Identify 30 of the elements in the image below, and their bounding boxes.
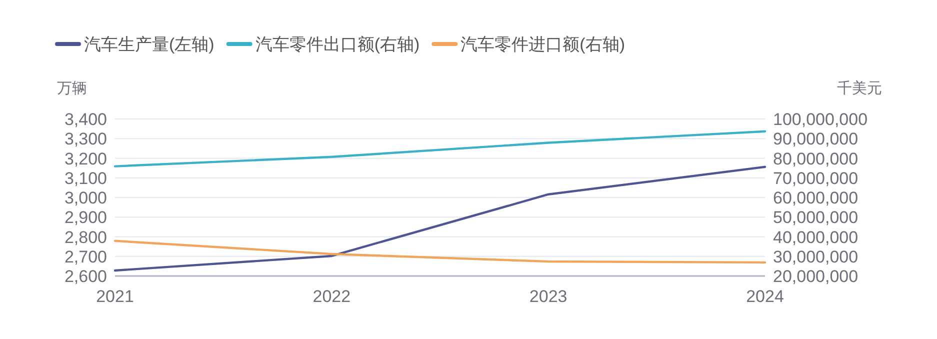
y-tick-label: 2,900	[64, 208, 107, 228]
y-tick-label: 3,100	[64, 168, 107, 188]
y2-tick-label: 70,000,000	[773, 168, 858, 188]
y2-tick-label: 30,000,000	[773, 247, 858, 266]
x-tick-label: 2023	[529, 287, 568, 306]
legend-label: 汽车零件进口额(右轴)	[460, 35, 625, 54]
legend-label: 汽车零件出口额(右轴)	[255, 35, 420, 54]
y-tick-label: 3,300	[64, 130, 107, 149]
y2-tick-label: 100,000,000	[773, 110, 868, 129]
x-tick-label: 2022	[312, 287, 351, 306]
y2-tick-label: 20,000,000	[773, 267, 858, 286]
y2-tick-label: 60,000,000	[773, 188, 858, 208]
y2-tick-label: 80,000,000	[773, 149, 858, 168]
y-tick-label: 2,700	[64, 247, 107, 266]
y-tick-label: 3,400	[64, 110, 107, 129]
line-series	[114, 130, 766, 168]
y-tick-label: 3,000	[64, 188, 107, 208]
y-tick-label: 2,800	[64, 228, 107, 247]
x-tick-label: 2024	[746, 287, 784, 306]
legend-label: 汽车生产量(左轴)	[84, 35, 214, 54]
line-series	[114, 166, 766, 272]
y2-tick-label: 40,000,000	[773, 228, 858, 247]
y2-tick-label: 50,000,000	[773, 208, 858, 228]
x-tick-label: 2021	[96, 287, 134, 306]
y-tick-label: 3,200	[64, 149, 107, 168]
y-axis-title: 万辆	[57, 80, 87, 97]
y2-tick-label: 90,000,000	[773, 130, 858, 149]
y2-axis-title: 千美元	[837, 80, 882, 97]
line-series	[114, 240, 766, 264]
y-tick-label: 2,600	[64, 267, 107, 286]
